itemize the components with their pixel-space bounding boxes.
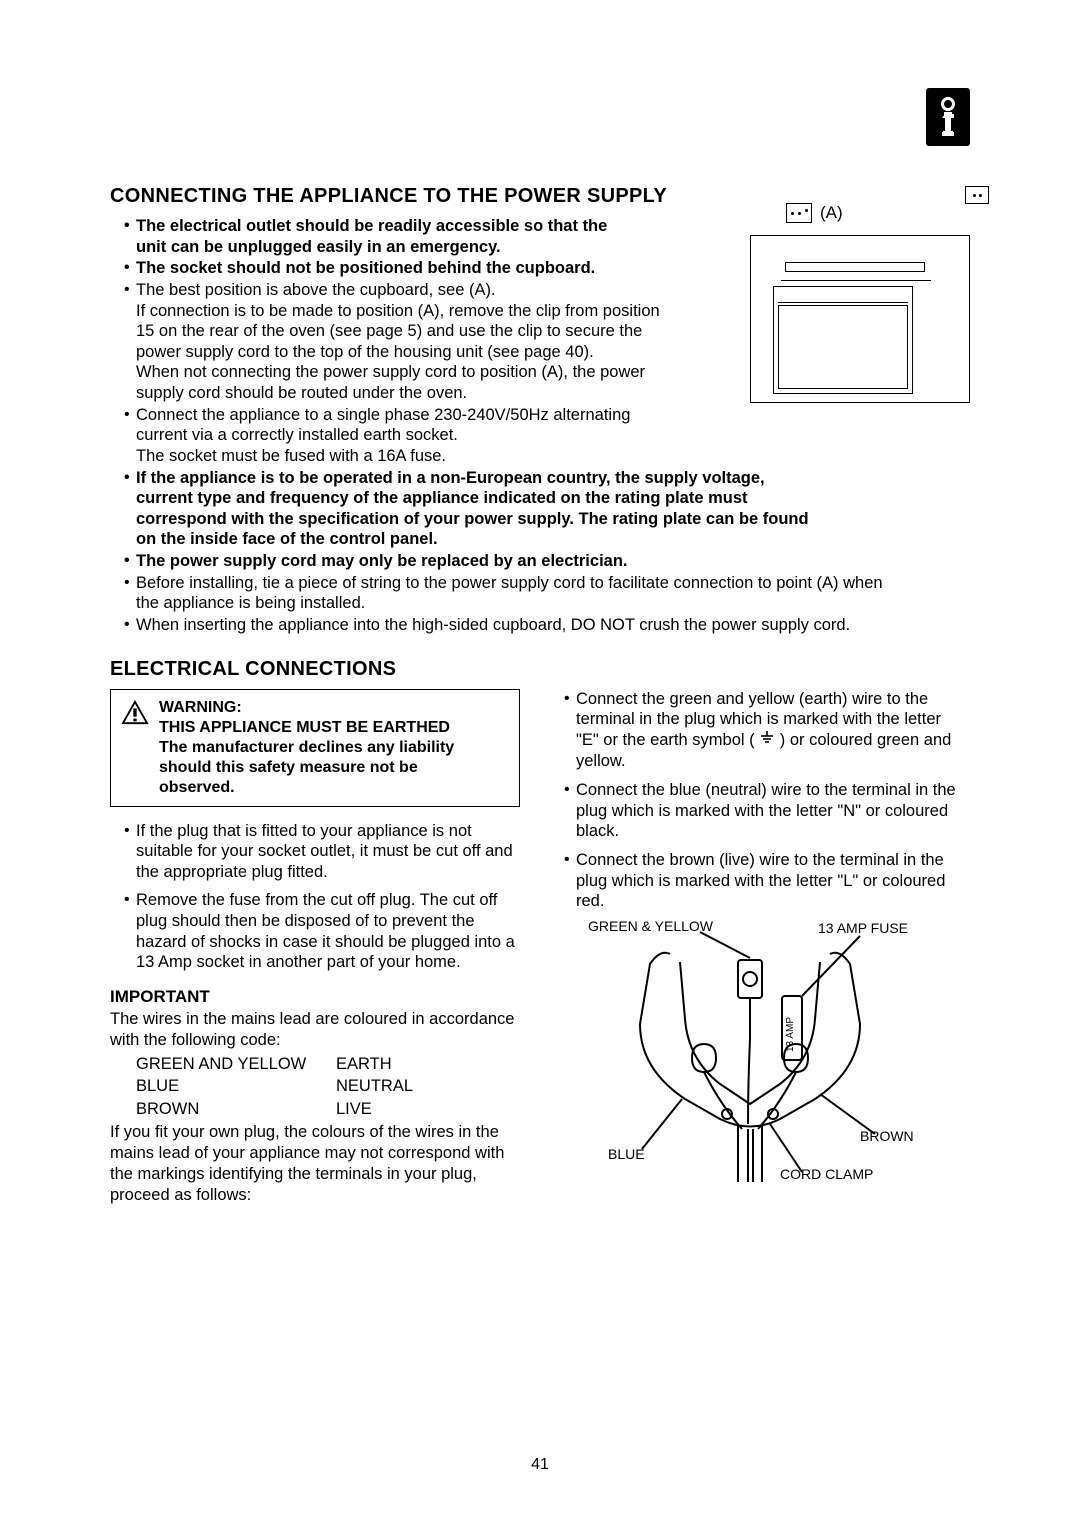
table-row: BROWNLIVE (136, 1098, 520, 1120)
oven-installation-figure: (A) (750, 203, 970, 403)
label-13amp-fuse: 13 AMP FUSE (818, 920, 908, 936)
section-power-supply: CONNECTING THE APPLIANCE TO THE POWER SU… (110, 185, 970, 636)
warning-title: WARNING: (159, 698, 454, 718)
table-row: GREEN AND YELLOWEARTH (136, 1053, 520, 1075)
earth-symbol-icon (759, 730, 775, 752)
important-outro: If you fit your own plug, the colours of… (110, 1122, 520, 1206)
warning-earthed: THIS APPLIANCE MUST BE EARTHED (159, 718, 454, 738)
list-item: If the plug that is fitted to your appli… (124, 821, 520, 883)
warning-icon (121, 700, 149, 798)
list-item: Before installing, tie a piece of string… (124, 573, 930, 614)
figure-label-a: (A) (820, 203, 843, 223)
list-item: If the appliance is to be operated in a … (124, 468, 930, 551)
power-supply-text-narrow: The electrical outlet should be readily … (110, 216, 670, 467)
list-item: The socket should not be positioned behi… (124, 258, 670, 279)
document-page: CONNECTING THE APPLIANCE TO THE POWER SU… (0, 0, 1080, 1528)
list-item: Connect the brown (live) wire to the ter… (564, 850, 960, 912)
list-item: Remove the fuse from the cut off plug. T… (124, 890, 520, 973)
fuse-vert-label: 13 AMP (785, 1016, 796, 1051)
list-item: The electrical outlet should be readily … (124, 216, 670, 257)
list-item: The best position is above the cupboard,… (124, 280, 670, 404)
label-blue: BLUE (608, 1146, 645, 1162)
label-brown: BROWN (860, 1128, 914, 1144)
left-column: WARNING: THIS APPLIANCE MUST BE EARTHED … (110, 689, 520, 1207)
heading-electrical-connections: ELECTRICAL CONNECTIONS (110, 658, 970, 681)
warning-line3: The manufacturer declines any liability (159, 738, 454, 758)
table-row: BLUENEUTRAL (136, 1075, 520, 1097)
list-item: When inserting the appliance into the hi… (124, 615, 930, 636)
section-electrical-connections: ELECTRICAL CONNECTIONS WARNING: THIS APP… (110, 658, 970, 1207)
info-icon (926, 88, 970, 146)
plug-wiring-figure: 13 AMP GREEN & YELLOW 13 AMP FUSE BROWN … (570, 924, 930, 1184)
wire-colour-table: GREEN AND YELLOWEARTHBLUENEUTRALBROWNLIV… (136, 1053, 520, 1120)
list-item: Connect the appliance to a single phase … (124, 405, 670, 467)
socket-icon (786, 203, 812, 223)
label-cord-clamp: CORD CLAMP (780, 1166, 873, 1182)
list-item: The power supply cord may only be replac… (124, 551, 930, 572)
list-item: Connect the green and yellow (earth) wir… (564, 689, 960, 773)
warning-line4: should this safety measure not be (159, 758, 454, 778)
important-intro: The wires in the mains lead are coloured… (110, 1009, 520, 1051)
warning-box: WARNING: THIS APPLIANCE MUST BE EARTHED … (110, 689, 520, 807)
right-column: Connect the green and yellow (earth) wir… (550, 689, 960, 1207)
important-label: IMPORTANT (110, 987, 520, 1007)
page-number: 41 (0, 1456, 1080, 1474)
list-item: Connect the blue (neutral) wire to the t… (564, 780, 960, 842)
warning-line5: observed. (159, 778, 454, 798)
label-green-yellow: GREEN & YELLOW (588, 918, 713, 934)
